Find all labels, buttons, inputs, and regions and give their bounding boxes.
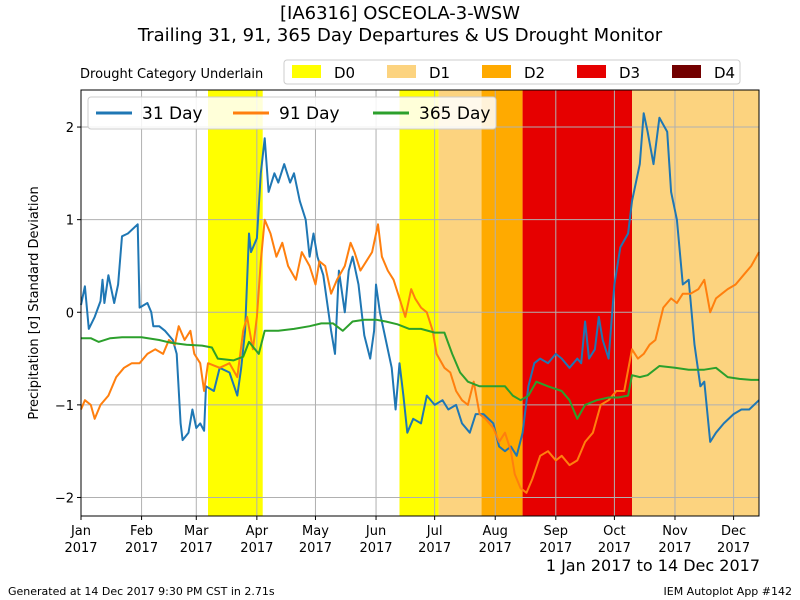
date-range-label: 1 Jan 2017 to 14 Dec 2017 (545, 556, 760, 575)
drought-band-d2 (481, 90, 523, 516)
drought-legend-swatch-d3 (577, 65, 606, 78)
x-tick-label-year: 2017 (64, 541, 97, 556)
x-tick-label: May (302, 524, 329, 539)
y-tick-label: −2 (55, 491, 74, 506)
series-legend-label: 365 Day (419, 104, 490, 124)
x-tick-label: Jul (426, 524, 443, 539)
drought-legend-title: Drought Category Underlain (80, 67, 263, 82)
series-legend-label: 91 Day (279, 104, 340, 124)
drought-legend-swatch-d4 (672, 65, 701, 78)
x-tick-label-year: 2017 (539, 541, 572, 556)
x-tick-label: Feb (130, 524, 153, 539)
x-tick-label-year: 2017 (299, 541, 332, 556)
x-tick-label-year: 2017 (240, 541, 273, 556)
drought-legend-label-d3: D3 (619, 64, 640, 82)
series-line-31-day (80, 112, 760, 457)
drought-legend-label-d2: D2 (524, 64, 545, 82)
chart-title: [IA6316] OSCEOLA-3-WSW (280, 3, 520, 24)
app-credit: IEM Autoplot App #142 (663, 585, 793, 598)
series-legend-label: 31 Day (142, 104, 203, 124)
drought-band-d1 (438, 90, 482, 516)
y-tick-label: 2 (66, 121, 74, 136)
y-tick-label: −1 (55, 399, 74, 414)
x-tick-label-year: 2017 (180, 541, 213, 556)
series-line-91-day (80, 218, 760, 494)
generated-note: Generated at 14 Dec 2017 9:30 PM CST in … (8, 585, 275, 598)
chart-subtitle: Trailing 31, 91, 365 Day Departures & US… (137, 25, 663, 46)
series-line-365-day (81, 318, 759, 420)
x-tick-label-year: 2017 (125, 541, 158, 556)
drought-band-d0 (208, 90, 263, 516)
drought-legend-label-d1: D1 (429, 64, 450, 82)
x-tick-label: Nov (662, 524, 688, 539)
series-legend-box (87, 96, 497, 130)
x-tick-label: Apr (246, 524, 269, 539)
y-tick-label: 1 (66, 214, 74, 229)
x-tick-label: Dec (721, 524, 746, 539)
x-tick-label: Jan (70, 524, 91, 539)
drought-legend-swatch-d1 (387, 65, 416, 78)
drought-legend-label-d0: D0 (334, 64, 355, 82)
drought-legend-swatch-d2 (482, 65, 511, 78)
drought-legend-swatch-d0 (292, 65, 321, 78)
x-tick-label-year: 2017 (359, 541, 392, 556)
x-tick-label: Jun (365, 524, 386, 539)
y-tick-label: 0 (66, 306, 74, 321)
y-axis-label: Precipitation [σ] Standard Deviation (27, 186, 42, 419)
x-tick-label-year: 2017 (598, 541, 631, 556)
x-tick-label: Oct (603, 524, 625, 539)
x-tick-label-year: 2017 (418, 541, 451, 556)
drought-band-d3 (522, 90, 632, 516)
drought-legend-label-d4: D4 (714, 64, 735, 82)
x-tick-label: Sep (544, 524, 569, 539)
x-tick-label: Aug (483, 524, 508, 539)
plot-frame (80, 89, 760, 517)
x-tick-label: Mar (184, 524, 209, 539)
x-tick-label-year: 2017 (479, 541, 512, 556)
x-tick-label-year: 2017 (717, 541, 750, 556)
x-tick-label-year: 2017 (658, 541, 691, 556)
